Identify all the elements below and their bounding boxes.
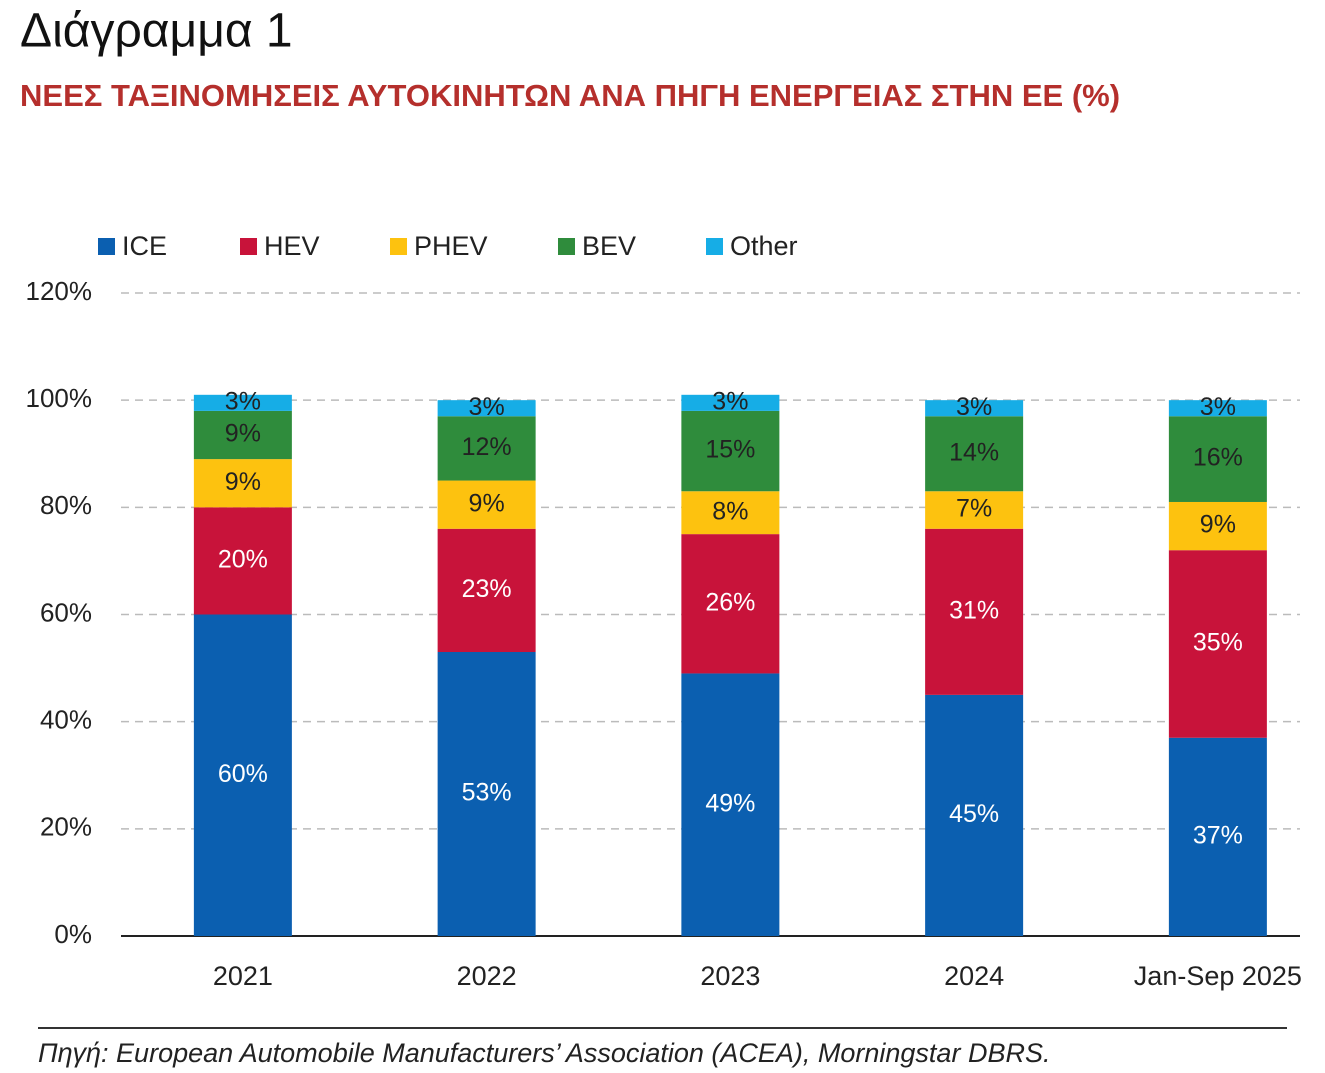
legend-swatch xyxy=(240,238,257,255)
data-label: 20% xyxy=(218,546,268,574)
data-label: 9% xyxy=(225,420,261,448)
data-label: 31% xyxy=(949,596,999,624)
legend-label: BEV xyxy=(582,231,636,261)
bar-segment xyxy=(681,491,780,535)
bar-segment xyxy=(437,652,536,936)
y-tick-label: 60% xyxy=(40,597,92,627)
x-tick-label: 2022 xyxy=(457,961,517,991)
bar-segment xyxy=(925,400,1024,417)
bar-segment xyxy=(193,410,292,460)
x-tick-label: 2024 xyxy=(944,961,1004,991)
legend-swatch xyxy=(390,238,407,255)
data-label: 15% xyxy=(705,436,755,464)
bar-segment xyxy=(925,528,1024,695)
data-label: 3% xyxy=(1200,393,1236,421)
bar-segment xyxy=(437,528,536,653)
data-label: 23% xyxy=(462,575,512,603)
chart-title: Διάγραμμα 1 xyxy=(20,5,293,58)
y-tick-label: 80% xyxy=(40,490,92,520)
data-label: 7% xyxy=(956,495,992,523)
bar-segment xyxy=(925,416,1024,492)
data-label: 8% xyxy=(712,497,748,525)
data-label: 37% xyxy=(1193,821,1243,849)
x-tick-label: Jan-Sep 2025 xyxy=(1134,961,1302,991)
legend-label: HEV xyxy=(264,231,320,261)
data-label: 9% xyxy=(1200,511,1236,539)
legend-label: PHEV xyxy=(414,231,488,261)
bar-segment xyxy=(193,614,292,936)
data-label: 3% xyxy=(956,393,992,421)
y-tick-label: 120% xyxy=(26,276,93,306)
data-label: 12% xyxy=(462,433,512,461)
bar-segment xyxy=(1168,737,1267,936)
chart-subtitle: ΝΕΕΣ ΤΑΞΙΝΟΜΗΣΕΙΣ ΑΥΤΟΚΙΝΗΤΩΝ ΑΝΑ ΠΗΓΗ Ε… xyxy=(20,78,1120,113)
data-label: 3% xyxy=(712,387,748,415)
bar-segment xyxy=(193,507,292,615)
bar-segment xyxy=(681,534,780,674)
y-tick-label: 100% xyxy=(26,383,93,413)
bar-segment xyxy=(193,459,292,508)
y-tick-label: 0% xyxy=(54,919,92,949)
data-label: 3% xyxy=(469,393,505,421)
data-label: 45% xyxy=(949,800,999,828)
data-label: 35% xyxy=(1193,629,1243,657)
legend-label: ICE xyxy=(122,231,167,261)
bar-segment xyxy=(437,480,536,529)
x-tick-label: 2023 xyxy=(700,961,760,991)
bar-segment xyxy=(681,410,780,492)
data-label: 14% xyxy=(949,438,999,466)
bar-segment xyxy=(1168,501,1267,551)
data-label: 9% xyxy=(469,489,505,517)
bar-segment xyxy=(437,400,536,417)
bar-segment xyxy=(681,394,780,411)
bar-segment xyxy=(925,491,1024,529)
legend-swatch xyxy=(558,238,575,255)
bar-segment xyxy=(681,673,780,936)
data-label: 9% xyxy=(225,468,261,496)
y-tick-label: 40% xyxy=(40,705,92,735)
bar-segment xyxy=(1168,550,1267,738)
legend-label: Other xyxy=(730,231,798,261)
legend-swatch xyxy=(98,238,115,255)
data-label: 60% xyxy=(218,760,268,788)
data-label: 3% xyxy=(225,387,261,415)
bar-segment xyxy=(1168,400,1267,417)
bar-segment xyxy=(437,416,536,481)
data-label: 26% xyxy=(705,588,755,616)
source-note: Πηγή: European Automobile Manufacturers’… xyxy=(38,1038,1050,1068)
bar-segment xyxy=(193,394,292,411)
data-label: 53% xyxy=(462,779,512,807)
bar-segment xyxy=(925,694,1024,936)
data-label: 16% xyxy=(1193,444,1243,472)
x-tick-label: 2021 xyxy=(213,961,273,991)
legend-swatch xyxy=(706,238,723,255)
bar-segment xyxy=(1168,416,1267,502)
y-tick-label: 20% xyxy=(40,812,92,842)
data-label: 49% xyxy=(705,789,755,817)
